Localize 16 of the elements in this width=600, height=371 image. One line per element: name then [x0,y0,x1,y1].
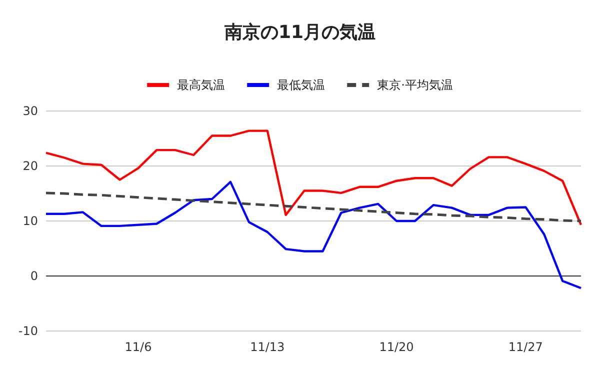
line-series [44,192,582,222]
y-tick-label: 20 [22,159,38,173]
legend-label: 東京·平均気温 [377,78,453,92]
x-tick-label: 11/6 [124,340,152,354]
legend-label: 最低気温 [277,78,326,92]
x-tick-label: 11/13 [250,340,285,354]
y-tick-label: -10 [18,324,38,338]
y-tick-label: 30 [22,104,38,118]
y-tick-label: 10 [22,214,38,228]
line-series [44,180,582,290]
y-tick-label: 0 [30,269,38,283]
x-tick-label: 11/27 [508,340,543,354]
legend-label: 最高気温 [177,78,226,92]
x-tick-label: 11/20 [379,340,414,354]
line-series [44,130,582,226]
chart-title: 南京の11月の気温 [223,22,376,43]
